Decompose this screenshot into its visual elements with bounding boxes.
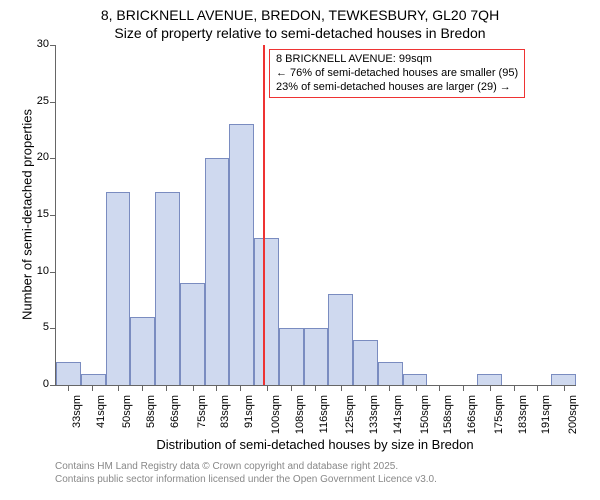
x-tick-label: 108sqm [294,395,306,443]
histogram-bar [130,317,155,385]
histogram-bar [353,340,378,385]
x-tick-mark [68,385,69,391]
callout-line-3: 23% of semi-detached houses are larger (… [276,81,518,95]
x-tick-mark [216,385,217,391]
y-tick-mark [50,102,56,103]
y-tick-label: 5 [23,321,49,333]
x-tick-label: 66sqm [169,395,181,443]
x-tick-mark [267,385,268,391]
x-tick-mark [341,385,342,391]
x-tick-label: 100sqm [270,395,282,443]
x-tick-label: 183sqm [517,395,529,443]
histogram-bar [81,374,106,385]
x-tick-label: 33sqm [71,395,83,443]
title-line-1: 8, BRICKNELL AVENUE, BREDON, TEWKESBURY,… [0,6,600,24]
x-tick-mark [416,385,417,391]
x-tick-label: 200sqm [567,395,579,443]
x-tick-mark [193,385,194,391]
x-tick-label: 191sqm [540,395,552,443]
histogram-bar [155,192,180,385]
x-tick-label: 175sqm [493,395,505,443]
histogram-bar [403,374,428,385]
chart-title: 8, BRICKNELL AVENUE, BREDON, TEWKESBURY,… [0,6,600,42]
x-tick-mark [463,385,464,391]
x-tick-label: 133sqm [368,395,380,443]
footer-line-1: Contains HM Land Registry data © Crown c… [55,460,437,473]
x-tick-label: 141sqm [392,395,404,443]
histogram-bar [378,362,403,385]
x-tick-label: 75sqm [196,395,208,443]
reference-line [263,45,265,385]
x-tick-label: 83sqm [219,395,231,443]
y-tick-mark [50,328,56,329]
x-tick-label: 91sqm [243,395,255,443]
x-tick-label: 58sqm [145,395,157,443]
x-tick-mark [537,385,538,391]
x-tick-mark [315,385,316,391]
y-tick-label: 25 [23,95,49,107]
x-tick-label: 50sqm [121,395,133,443]
y-tick-label: 15 [23,208,49,220]
x-tick-mark [166,385,167,391]
callout-line-2: ← 76% of semi-detached houses are smalle… [276,67,518,81]
x-tick-mark [514,385,515,391]
histogram-bar [56,362,81,385]
histogram-bar [477,374,502,385]
x-tick-label: 116sqm [318,395,330,443]
y-tick-label: 10 [23,265,49,277]
chart-container: 8, BRICKNELL AVENUE, BREDON, TEWKESBURY,… [0,0,600,500]
x-tick-mark [564,385,565,391]
footer-attribution: Contains HM Land Registry data © Crown c… [55,460,437,486]
x-tick-mark [490,385,491,391]
y-tick-mark [50,215,56,216]
x-tick-mark [389,385,390,391]
y-tick-mark [50,385,56,386]
x-tick-mark [240,385,241,391]
footer-line-2: Contains public sector information licen… [55,473,437,486]
callout-line-1: 8 BRICKNELL AVENUE: 99sqm [276,53,518,67]
x-tick-mark [92,385,93,391]
x-tick-mark [439,385,440,391]
histogram-bar [304,328,329,385]
x-tick-mark [142,385,143,391]
y-tick-mark [50,158,56,159]
x-tick-label: 166sqm [466,395,478,443]
histogram-bar [328,294,353,385]
x-tick-label: 150sqm [419,395,431,443]
histogram-bar [106,192,131,385]
histogram-bar [279,328,304,385]
x-tick-label: 125sqm [344,395,356,443]
histogram-bar [180,283,205,385]
histogram-bar [205,158,230,385]
y-tick-mark [50,45,56,46]
histogram-bar [229,124,254,385]
reference-callout: 8 BRICKNELL AVENUE: 99sqm ← 76% of semi-… [269,49,525,98]
title-line-2: Size of property relative to semi-detach… [0,24,600,42]
x-tick-mark [291,385,292,391]
histogram-bar [254,238,279,385]
y-tick-label: 0 [23,378,49,390]
x-tick-mark [365,385,366,391]
y-tick-mark [50,272,56,273]
y-tick-label: 20 [23,151,49,163]
x-tick-label: 41sqm [95,395,107,443]
y-tick-label: 30 [23,38,49,50]
x-tick-mark [118,385,119,391]
x-tick-label: 158sqm [442,395,454,443]
histogram-bar [551,374,576,385]
